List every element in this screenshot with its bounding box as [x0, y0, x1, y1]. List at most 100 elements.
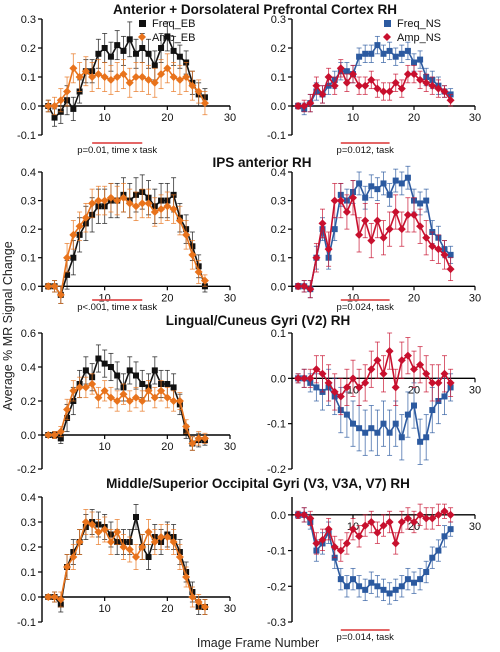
legend-marker	[139, 20, 146, 27]
data-point	[44, 593, 53, 601]
data-point	[132, 73, 140, 81]
legend-marker	[138, 33, 146, 41]
data-point	[306, 514, 315, 523]
data-point	[447, 526, 454, 533]
data-point	[342, 383, 351, 392]
data-point	[403, 514, 412, 523]
data-point	[391, 78, 400, 87]
data-point	[169, 205, 178, 214]
panel-1: -0.1 0.0 0.1 0.2 0.3 10 20 30 Freq_EB Amp_EB p=0.0…	[17, 14, 236, 156]
y-tick-label: 0.0	[271, 101, 286, 113]
data-point	[397, 518, 406, 526]
y-tick-label: 0.1	[271, 72, 286, 84]
legend-marker	[384, 20, 391, 27]
data-point	[145, 554, 152, 560]
row-title-2: IPS anterior RH	[212, 155, 311, 170]
data-point	[416, 360, 425, 369]
row-title-4: Middle/Superior Occipital Gyri (V3, V3A,…	[106, 476, 410, 491]
data-point	[355, 81, 364, 90]
significance-label: p=0.012, task	[337, 145, 395, 156]
data-point	[56, 427, 65, 436]
series-freq-ns	[295, 35, 454, 116]
data-point	[416, 75, 425, 84]
data-point	[64, 271, 71, 278]
data-point	[368, 50, 375, 57]
data-point	[182, 422, 191, 431]
data-point	[151, 367, 158, 374]
x-tick-label: 30	[224, 603, 236, 615]
data-point	[294, 282, 303, 291]
data-point	[428, 242, 437, 251]
y-tick-label: -0.1	[17, 130, 36, 142]
y-tick-label: -0.1	[267, 419, 286, 431]
data-point	[107, 364, 114, 370]
data-point	[350, 420, 356, 427]
data-point	[120, 47, 127, 54]
data-point	[113, 397, 122, 405]
data-point	[200, 276, 209, 285]
data-point	[440, 369, 449, 378]
data-point	[139, 381, 146, 387]
data-point	[70, 254, 77, 261]
data-point	[336, 196, 345, 205]
significance-label: p=0.014, task	[337, 632, 395, 643]
data-point	[441, 533, 448, 540]
data-point	[422, 78, 431, 87]
data-point	[392, 177, 399, 184]
panel-2: -0.1 0.0 0.1 0.2 0.3 10 20 30 Freq_NS Amp_NS p=0.0…	[267, 14, 481, 156]
data-point	[138, 543, 147, 551]
data-point	[368, 579, 375, 586]
y-tick-label: 0.6	[21, 328, 36, 340]
data-point	[374, 186, 381, 193]
data-point	[188, 593, 197, 601]
x-tick-label: 20	[161, 603, 173, 615]
x-tick-label: 30	[224, 112, 236, 124]
data-point	[100, 196, 109, 205]
data-point	[416, 222, 425, 231]
y-tick-label: -0.1	[267, 546, 286, 558]
data-point	[169, 73, 178, 81]
data-point	[114, 42, 121, 49]
data-point	[428, 378, 437, 387]
data-point	[157, 386, 166, 395]
data-point	[175, 216, 184, 225]
data-point	[63, 87, 72, 96]
data-point	[81, 518, 90, 526]
data-point	[163, 202, 172, 211]
data-point	[75, 383, 84, 392]
data-point	[119, 390, 128, 399]
data-point	[144, 528, 153, 536]
data-point	[404, 174, 411, 181]
data-point	[397, 356, 406, 365]
data-point	[69, 230, 78, 239]
data-point	[355, 383, 364, 392]
y-tick-label: 0.2	[21, 396, 36, 408]
data-point	[170, 384, 177, 391]
data-point	[119, 193, 128, 202]
data-point	[331, 226, 338, 233]
data-point	[50, 102, 59, 110]
series-amp-eb	[44, 373, 209, 451]
data-point	[312, 81, 321, 90]
y-tick-label: -0.1	[267, 130, 286, 142]
legend: Freq_NS Amp_NS	[383, 18, 441, 44]
data-point	[200, 434, 209, 443]
data-point	[194, 434, 203, 443]
data-point	[113, 73, 122, 81]
data-point	[88, 199, 97, 208]
data-point	[81, 383, 90, 392]
y-tick-label: 0.2	[21, 43, 36, 55]
data-point	[429, 554, 436, 561]
data-point	[373, 216, 382, 225]
y-tick-label: -0.2	[267, 464, 286, 476]
y-tick-label: 0.1	[21, 253, 36, 265]
data-point	[94, 196, 103, 205]
data-point	[350, 576, 356, 583]
data-point	[100, 525, 109, 534]
data-point	[157, 205, 166, 214]
x-axis-label: Image Frame Number	[197, 636, 319, 650]
y-tick-label: 0.1	[271, 328, 286, 340]
data-point	[44, 431, 53, 439]
data-point	[349, 193, 357, 202]
data-point	[434, 510, 443, 519]
